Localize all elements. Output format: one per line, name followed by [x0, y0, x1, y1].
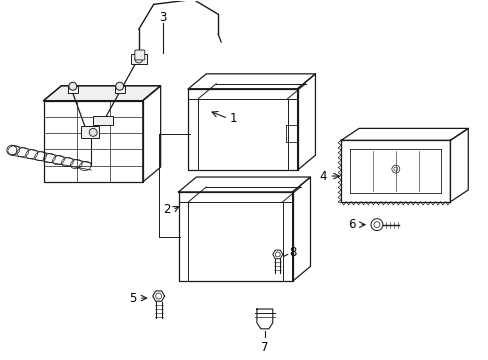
Circle shape — [89, 129, 97, 136]
Bar — [131, 54, 146, 64]
Text: 3: 3 — [159, 11, 166, 24]
Text: 2: 2 — [163, 203, 170, 216]
Bar — [115, 86, 124, 93]
FancyBboxPatch shape — [135, 50, 144, 60]
Text: 4: 4 — [319, 170, 326, 183]
Text: 1: 1 — [230, 112, 237, 125]
Text: 5: 5 — [129, 292, 137, 305]
Circle shape — [69, 82, 77, 90]
Circle shape — [116, 82, 123, 90]
Text: 8: 8 — [289, 246, 296, 259]
Polygon shape — [43, 86, 161, 100]
Bar — [93, 116, 113, 125]
Bar — [81, 126, 99, 138]
Text: 6: 6 — [347, 218, 354, 231]
Bar — [68, 86, 78, 93]
Text: 7: 7 — [261, 341, 268, 354]
